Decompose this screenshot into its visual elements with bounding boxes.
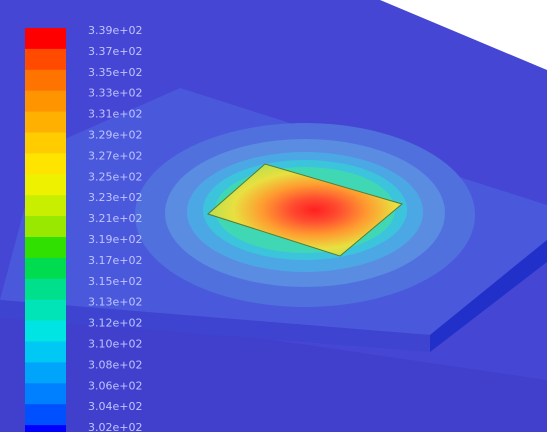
legend-label: 3.08e+02 — [88, 358, 142, 371]
legend-label: 3.25e+02 — [88, 170, 142, 183]
legend-swatch — [25, 342, 66, 363]
legend-swatch — [25, 321, 66, 342]
legend-label: 3.23e+02 — [88, 191, 142, 204]
legend-label: 3.12e+02 — [88, 317, 142, 330]
legend-label: 3.02e+02 — [88, 421, 142, 432]
legend-label: 3.27e+02 — [88, 149, 142, 162]
legend-swatch — [25, 404, 66, 425]
legend-label: 3.31e+02 — [88, 108, 142, 121]
legend-label: 3.13e+02 — [88, 296, 142, 309]
legend-label: 3.06e+02 — [88, 379, 142, 392]
legend-swatch — [25, 216, 66, 237]
legend-swatch — [25, 300, 66, 321]
legend-label: 3.15e+02 — [88, 275, 142, 288]
legend-swatch — [25, 133, 66, 154]
legend-label: 3.37e+02 — [88, 45, 142, 58]
legend-label: 3.29e+02 — [88, 129, 142, 142]
legend-swatch — [25, 237, 66, 258]
legend-swatch — [25, 195, 66, 216]
legend-swatch — [25, 49, 66, 70]
legend-swatch — [25, 425, 66, 432]
legend-label: 3.21e+02 — [88, 212, 142, 225]
legend-label: 3.19e+02 — [88, 233, 142, 246]
legend-swatch — [25, 279, 66, 300]
legend-swatch — [25, 91, 66, 112]
legend-label: 3.39e+02 — [88, 24, 142, 37]
legend-label: 3.35e+02 — [88, 66, 142, 79]
legend-swatch — [25, 70, 66, 91]
legend-swatch — [25, 362, 66, 383]
legend-swatch — [25, 174, 66, 195]
contour-view: 3.39e+02 3.37e+02 3.35e+02 3.33e+02 3.31e+02… — [0, 0, 547, 432]
legend-swatch — [25, 112, 66, 133]
legend-swatch — [25, 258, 66, 279]
legend-label: 3.17e+02 — [88, 254, 142, 267]
legend-label: 3.33e+02 — [88, 87, 142, 100]
legend-swatch — [25, 383, 66, 404]
legend-swatch — [25, 28, 66, 49]
legend-label: 3.10e+02 — [88, 338, 142, 351]
legend-label: 3.04e+02 — [88, 400, 142, 413]
legend-swatch — [25, 153, 66, 174]
